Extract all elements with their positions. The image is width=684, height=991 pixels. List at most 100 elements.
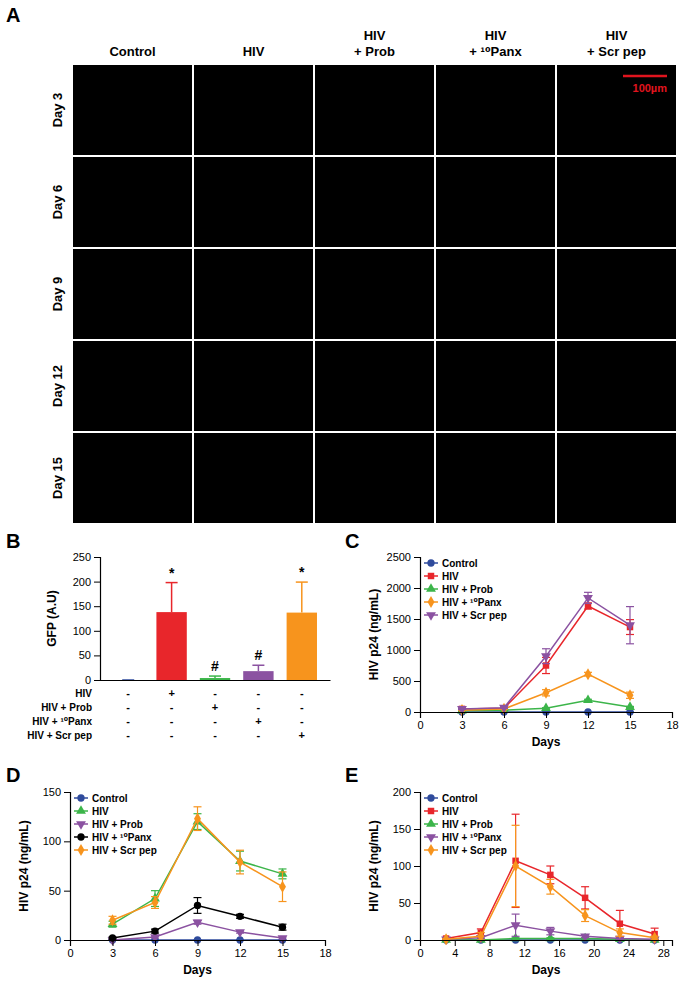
series bbox=[442, 825, 659, 945]
marker bbox=[151, 927, 158, 934]
condition-sign: - bbox=[213, 729, 217, 741]
micrograph bbox=[315, 433, 434, 523]
marker bbox=[583, 595, 593, 604]
tick: 50 bbox=[79, 649, 100, 661]
marker bbox=[235, 929, 245, 938]
micrograph bbox=[557, 65, 676, 155]
tick-mark bbox=[414, 557, 420, 558]
row-label: Day 3 bbox=[50, 93, 65, 128]
axis-line bbox=[414, 558, 421, 713]
tick-mark bbox=[94, 606, 100, 607]
tick: 28 bbox=[658, 940, 670, 959]
marker bbox=[625, 701, 635, 710]
tick: 0 bbox=[417, 940, 423, 959]
tick-mark bbox=[94, 582, 100, 583]
tick: 6 bbox=[501, 712, 507, 731]
legend-label: HIV + Scr pep bbox=[442, 845, 507, 856]
tick: 150 bbox=[393, 823, 420, 835]
condition-sign: - bbox=[126, 701, 130, 713]
tick-mark bbox=[524, 940, 525, 946]
marker bbox=[543, 662, 549, 668]
tick-label: 150 bbox=[393, 823, 411, 835]
error-bar bbox=[151, 897, 159, 909]
tick: 18 bbox=[666, 712, 678, 731]
y-axis-title: GFP (A.U) bbox=[45, 590, 59, 646]
column-header: HIV bbox=[243, 44, 265, 59]
tick: 150 bbox=[43, 786, 70, 798]
tick: 200 bbox=[73, 576, 100, 588]
legend-entry: HIV + Scr pep bbox=[424, 844, 507, 856]
condition-label: HIV + Scr pep bbox=[27, 730, 92, 741]
axis: 050100150200250 bbox=[73, 551, 101, 686]
error-bar bbox=[236, 850, 244, 874]
bar bbox=[200, 678, 230, 680]
axis: 05001000150020002500 bbox=[387, 551, 421, 718]
legend-label: HIV + ¹⁰Panx bbox=[442, 832, 502, 843]
row-label: Day 6 bbox=[50, 185, 65, 220]
tick-label: 0 bbox=[405, 934, 411, 946]
error-bar bbox=[512, 914, 520, 936]
tick-label: 28 bbox=[658, 947, 670, 959]
tick: 0 bbox=[417, 712, 423, 731]
legend-entry: HIV + ¹⁰Panx bbox=[424, 832, 502, 843]
marker bbox=[585, 603, 591, 609]
series-line bbox=[446, 866, 655, 939]
row-label: Day 15 bbox=[50, 457, 65, 499]
tick-label: 0 bbox=[417, 947, 423, 959]
condition-sign: - bbox=[213, 715, 217, 727]
micrograph bbox=[73, 65, 192, 155]
legend-entry: HIV bbox=[424, 806, 459, 817]
axis: 050100150 bbox=[43, 786, 71, 946]
axis: 0369121518 bbox=[67, 940, 331, 959]
condition-sign: - bbox=[126, 715, 130, 727]
significance-mark: # bbox=[254, 647, 262, 663]
series-line bbox=[462, 606, 630, 709]
error-bar bbox=[296, 582, 308, 613]
tick-mark bbox=[414, 681, 420, 682]
axis: 050100150200 bbox=[393, 786, 421, 946]
tick-mark bbox=[594, 940, 595, 946]
figure: AControlHIVHIV+ ProbHIV+ ¹⁰PanxHIV+ Scr … bbox=[0, 0, 684, 991]
marker bbox=[547, 872, 553, 878]
axis-line bbox=[421, 713, 673, 719]
x-axis-title: Days bbox=[532, 963, 561, 977]
tick: 150 bbox=[73, 600, 100, 612]
tick-mark bbox=[64, 792, 70, 793]
bar bbox=[156, 612, 186, 680]
condition-sign: - bbox=[213, 687, 217, 699]
legend: ControlHIVHIV + ProbHIV + ¹⁰PanxHIV + Sc… bbox=[424, 793, 507, 857]
micrograph bbox=[557, 249, 676, 339]
tick-mark bbox=[414, 829, 420, 830]
panel-letter: B bbox=[6, 530, 20, 552]
marker bbox=[543, 687, 550, 699]
legend: ControlHIVHIV + ProbHIV + ¹⁰PanxHIV + Sc… bbox=[424, 558, 507, 621]
panel-letter: A bbox=[6, 4, 20, 26]
annotations: *##* bbox=[169, 564, 305, 674]
tick-mark bbox=[414, 903, 420, 904]
legend: ControlHIVHIV + ProbHIV + ¹⁰PanxHIV + Sc… bbox=[74, 793, 157, 857]
axis: 0481216202428 bbox=[417, 940, 672, 959]
tick-label: 50 bbox=[79, 649, 91, 661]
error-bar bbox=[584, 603, 592, 609]
tick-label: 2000 bbox=[387, 582, 411, 594]
column-header: HIV+ ¹⁰Panx bbox=[469, 28, 522, 59]
marker bbox=[627, 689, 634, 701]
micrograph bbox=[194, 249, 313, 339]
legend-label: Control bbox=[92, 793, 128, 804]
tick-mark bbox=[490, 940, 491, 946]
row-label: Day 12 bbox=[50, 365, 65, 407]
tick: 0 bbox=[405, 934, 420, 946]
error-bar bbox=[581, 887, 589, 909]
error-bar bbox=[252, 665, 264, 671]
series-line bbox=[446, 861, 655, 939]
marker bbox=[512, 860, 519, 872]
y-axis-title: HIV p24 (ng/mL) bbox=[367, 589, 381, 680]
micrograph bbox=[557, 341, 676, 431]
tick: 3 bbox=[110, 940, 116, 959]
micrograph bbox=[194, 341, 313, 431]
condition-sign: - bbox=[170, 701, 174, 713]
micrograph bbox=[315, 249, 434, 339]
marker bbox=[541, 703, 551, 712]
tick-mark bbox=[113, 940, 114, 946]
tick-label: 50 bbox=[399, 897, 411, 909]
